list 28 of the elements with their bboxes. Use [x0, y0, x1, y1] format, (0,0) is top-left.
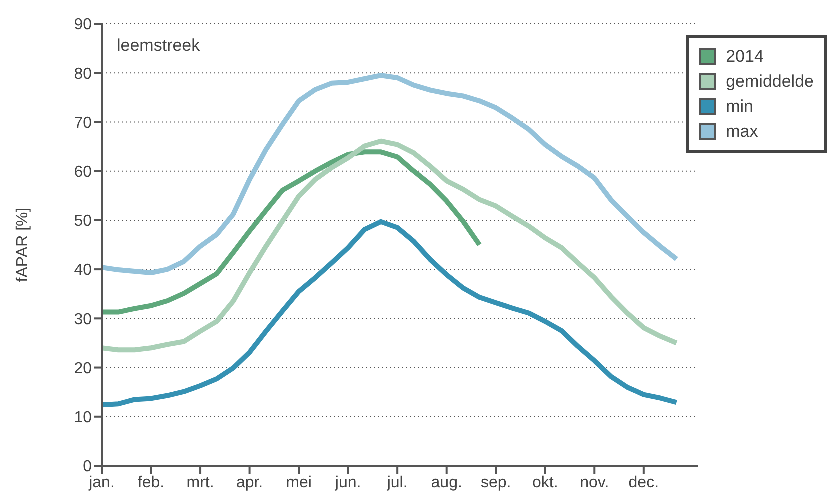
y-tick-label: 10: [74, 410, 92, 427]
x-tick-label: jan.: [88, 474, 115, 492]
y-tick-label: 30: [74, 311, 92, 328]
x-tick-label: apr.: [236, 474, 264, 492]
legend-label: gemiddelde: [726, 71, 814, 93]
y-tick-label: 20: [74, 360, 92, 378]
x-tick-label: mei: [286, 474, 312, 492]
y-tick-label: 60: [74, 164, 92, 182]
x-tick-label: jun.: [334, 474, 362, 492]
y-tick-label: 90: [74, 16, 92, 34]
x-tick-label: nov.: [580, 474, 610, 492]
x-tick-label: sep.: [480, 474, 512, 492]
y-tick-label: 40: [74, 262, 92, 280]
y-axis-title: fAPAR [%]: [14, 208, 32, 282]
x-tick-label: aug.: [431, 474, 462, 492]
y-tick-label: 70: [74, 114, 92, 132]
x-tick-label: feb.: [138, 474, 165, 492]
legend-label: 2014: [726, 46, 764, 68]
legend-label: min: [726, 96, 754, 118]
legend-label: max: [726, 121, 758, 143]
annotation: leemstreek: [117, 36, 200, 56]
x-tick-label: mrt.: [186, 474, 214, 492]
y-tick-label: 50: [74, 213, 92, 230]
y-tick-label: 80: [74, 66, 92, 83]
x-tick-label: dec.: [628, 474, 660, 492]
y-tick-label: 0: [83, 458, 92, 476]
x-tick-label: okt.: [532, 474, 558, 492]
x-tick-label: jul.: [386, 474, 408, 492]
